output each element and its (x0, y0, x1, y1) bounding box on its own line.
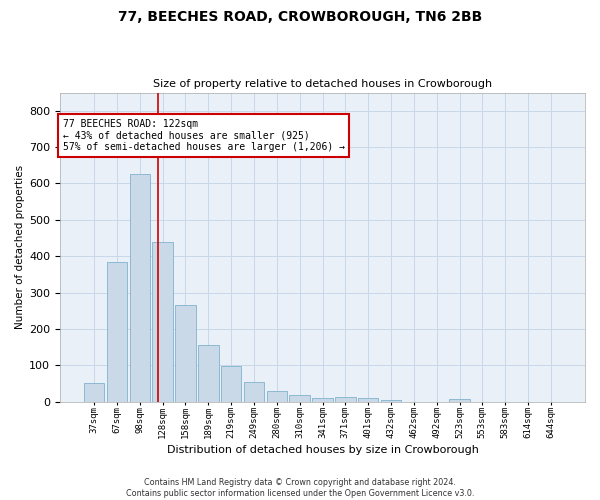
Y-axis label: Number of detached properties: Number of detached properties (15, 165, 25, 329)
Bar (107, 262, 127, 402)
Bar (381, 400, 401, 402)
Text: 77, BEECHES ROAD, CROWBOROUGH, TN6 2BB: 77, BEECHES ROAD, CROWBOROUGH, TN6 2BB (118, 10, 482, 24)
Title: Size of property relative to detached houses in Crowborough: Size of property relative to detached ho… (153, 79, 492, 89)
Bar (84, 384, 104, 402)
Text: Contains HM Land Registry data © Crown copyright and database right 2024.
Contai: Contains HM Land Registry data © Crown c… (126, 478, 474, 498)
Text: 77 BEECHES ROAD: 122sqm
← 43% of detached houses are smaller (925)
57% of semi-d: 77 BEECHES ROAD: 122sqm ← 43% of detache… (62, 119, 344, 152)
Bar (312, 398, 333, 402)
Bar (198, 346, 218, 402)
X-axis label: Distribution of detached houses by size in Crowborough: Distribution of detached houses by size … (167, 445, 478, 455)
Bar (130, 174, 150, 402)
Bar (289, 395, 310, 402)
Bar (266, 392, 287, 402)
Bar (221, 366, 241, 402)
Bar (335, 398, 356, 402)
Bar (358, 398, 379, 402)
Bar (175, 306, 196, 402)
Bar (152, 242, 173, 402)
Bar (449, 399, 470, 402)
Bar (244, 382, 264, 402)
